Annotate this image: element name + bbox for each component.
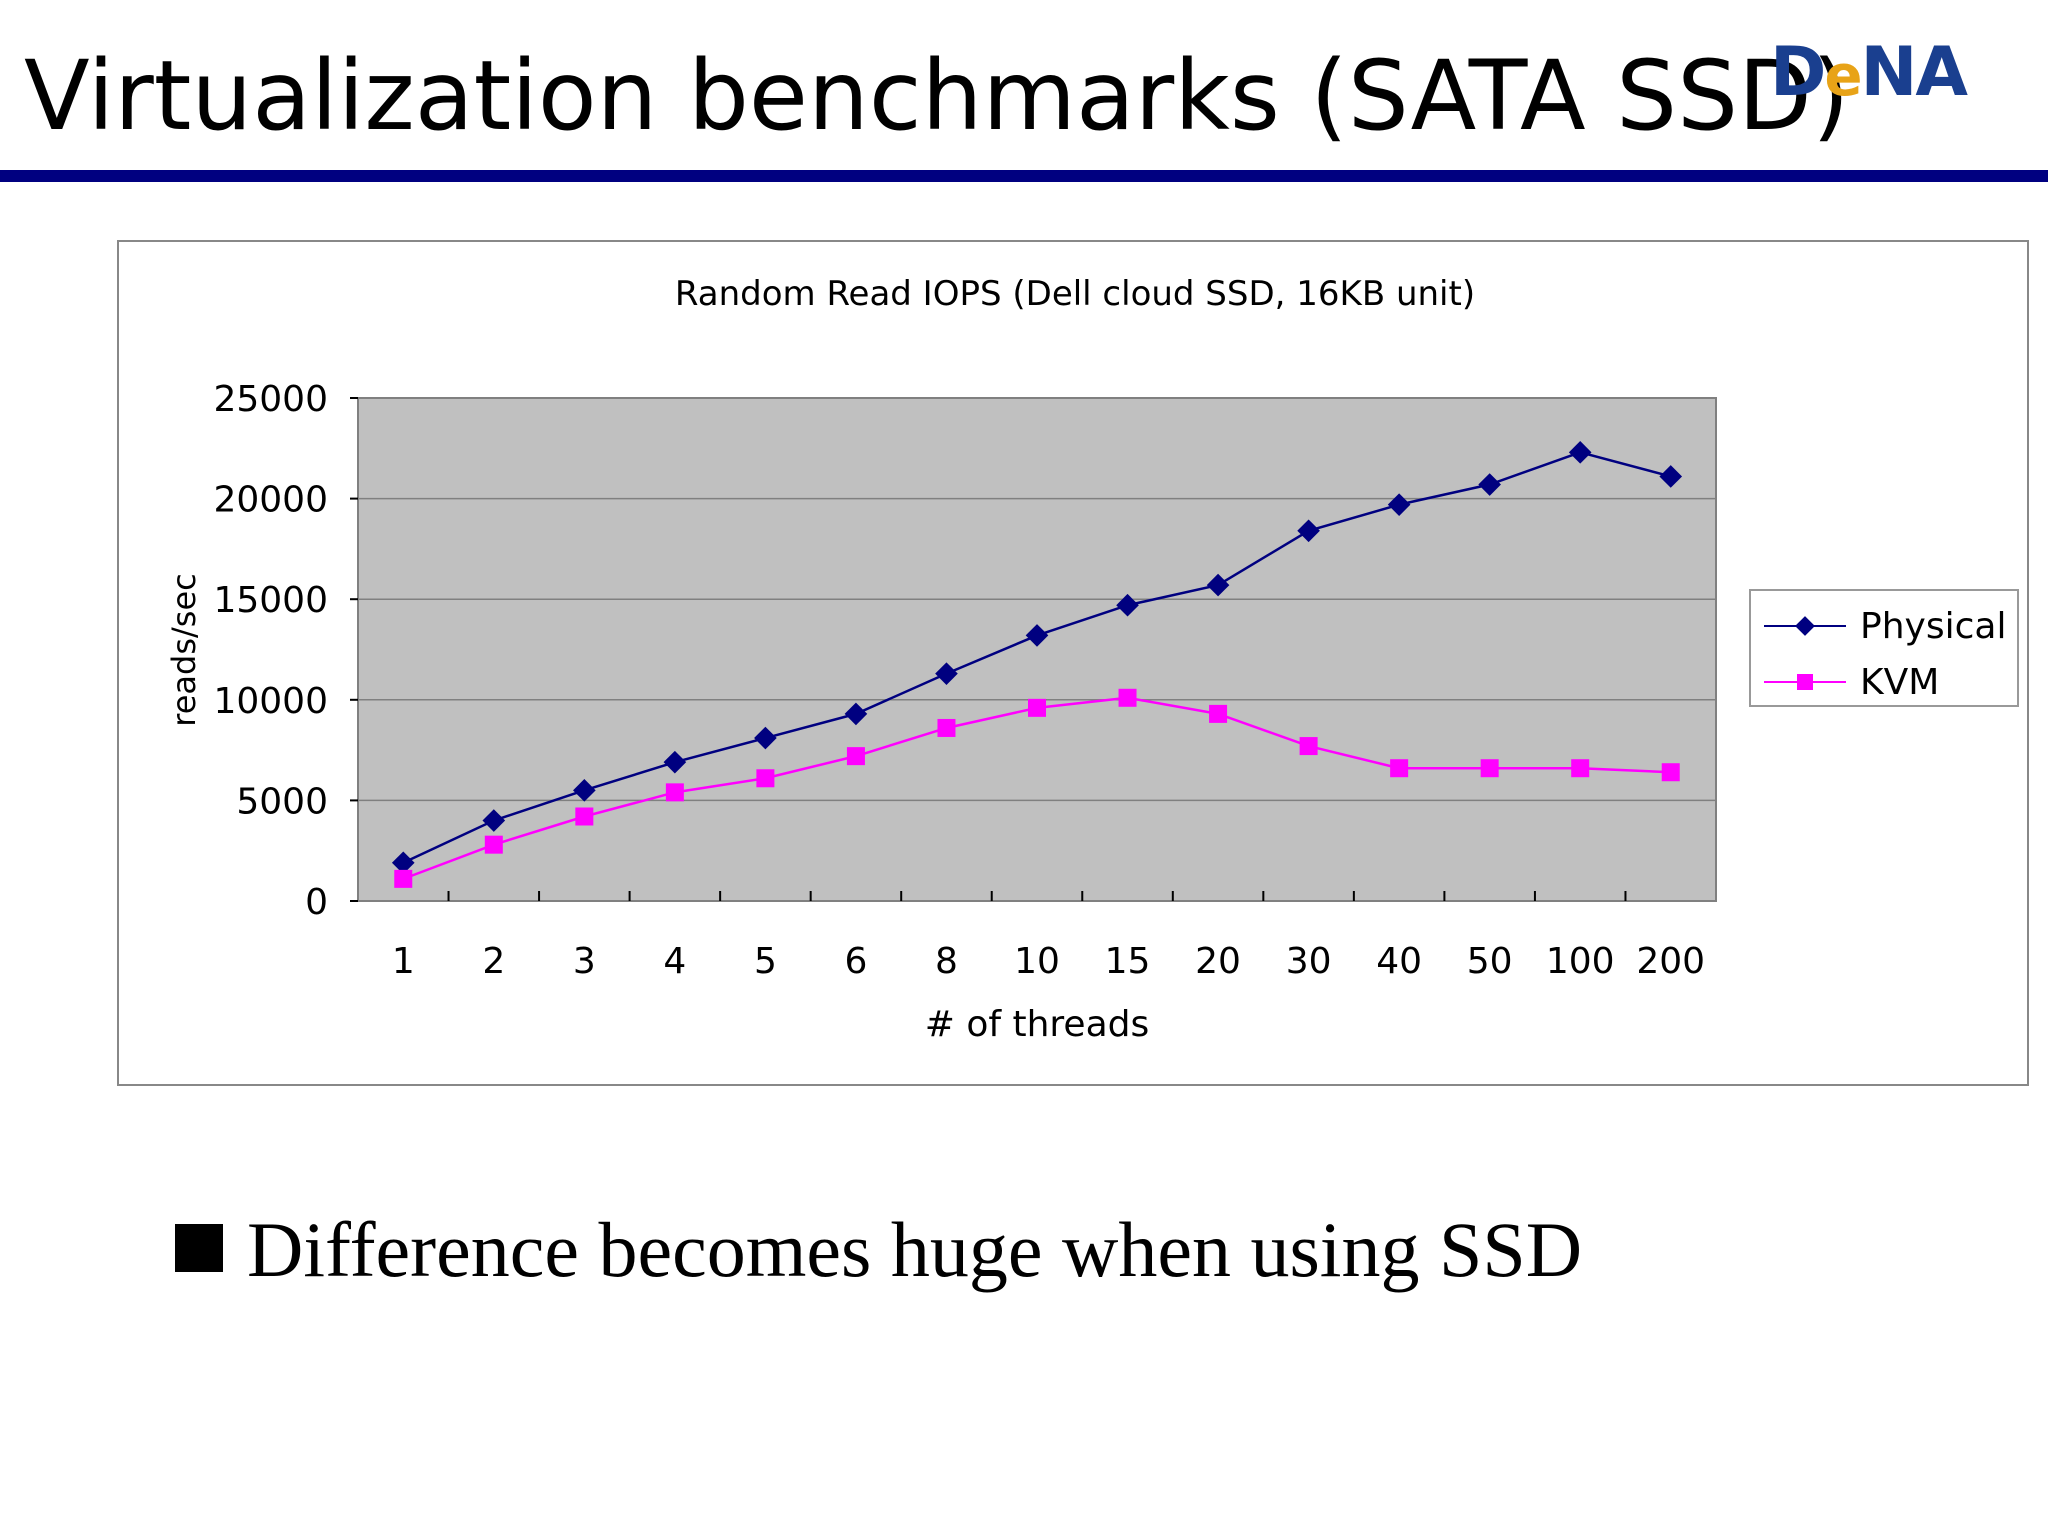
y-tick-label: 25000 bbox=[213, 379, 328, 420]
series-group bbox=[391, 441, 1683, 888]
x-tick-label: 6 bbox=[844, 941, 867, 982]
point-physical bbox=[1025, 624, 1049, 647]
point-kvm bbox=[1209, 704, 1228, 723]
point-physical bbox=[1387, 493, 1411, 516]
point-kvm bbox=[394, 869, 413, 888]
point-physical bbox=[482, 809, 506, 832]
point-physical bbox=[935, 662, 958, 685]
point-kvm bbox=[1661, 763, 1680, 782]
point-kvm bbox=[665, 783, 684, 802]
bullet-text: Difference becomes huge when using SSD bbox=[247, 1206, 1583, 1293]
point-kvm bbox=[1299, 737, 1318, 756]
x-tick-label: 1 bbox=[392, 941, 415, 982]
point-kvm bbox=[1571, 759, 1590, 778]
dena-logo: DeNA bbox=[1770, 33, 1968, 112]
x-axis-ticks: 1 2 3 4 5 6 8 10 15 20 30 40 50 100 200 bbox=[392, 891, 1705, 982]
y-tick-label: 15000 bbox=[213, 580, 328, 621]
legend: Physical KVM bbox=[1749, 589, 2019, 707]
x-axis-label: # of threads bbox=[925, 1004, 1150, 1045]
point-physical bbox=[1116, 593, 1139, 617]
point-kvm bbox=[1390, 759, 1409, 778]
point-physical bbox=[1659, 465, 1683, 488]
x-tick-label: 5 bbox=[754, 941, 777, 982]
y-tick-label: 10000 bbox=[213, 681, 328, 722]
legend-physical-label: Physical bbox=[1860, 606, 2006, 647]
slide-title: Virtualization benchmarks (SATA SSD) bbox=[24, 40, 1850, 152]
x-tick-label: 40 bbox=[1376, 941, 1422, 982]
point-kvm bbox=[1118, 688, 1137, 707]
point-kvm bbox=[756, 769, 775, 788]
plot-area bbox=[357, 397, 1717, 902]
point-physical bbox=[844, 702, 868, 726]
point-physical bbox=[754, 726, 777, 750]
x-tick-label: 4 bbox=[663, 941, 686, 982]
point-physical bbox=[1206, 573, 1230, 597]
bullet-point: Difference becomes huge when using SSD bbox=[175, 1205, 1582, 1295]
legend-box bbox=[1749, 589, 2019, 707]
point-kvm bbox=[575, 807, 594, 826]
x-tick-label: 30 bbox=[1286, 941, 1332, 982]
point-physical bbox=[1568, 441, 1592, 464]
legend-physical-marker bbox=[1795, 616, 1815, 636]
point-kvm bbox=[937, 718, 956, 737]
y-tick-label: 0 bbox=[305, 882, 328, 923]
point-kvm bbox=[1480, 759, 1499, 778]
x-tick-label: 2 bbox=[482, 941, 505, 982]
point-physical bbox=[1478, 473, 1501, 496]
x-tick-label: 20 bbox=[1195, 941, 1241, 982]
x-tick-label: 15 bbox=[1105, 941, 1151, 982]
bullet-square-icon bbox=[175, 1224, 223, 1272]
x-tick-label: 100 bbox=[1546, 941, 1615, 982]
x-tick-label: 3 bbox=[573, 941, 596, 982]
chart-title: Random Read IOPS (Dell cloud SSD, 16KB u… bbox=[675, 274, 1475, 314]
legend-kvm-marker bbox=[1797, 674, 1813, 690]
point-physical bbox=[391, 851, 415, 875]
y-tick-label: 20000 bbox=[213, 480, 328, 521]
point-kvm bbox=[846, 747, 865, 766]
point-physical bbox=[1297, 519, 1320, 543]
x-tick-label: 50 bbox=[1467, 941, 1513, 982]
y-axis-label: reads/sec bbox=[165, 573, 203, 726]
x-tick-label: 10 bbox=[1014, 941, 1060, 982]
y-tick-label: 5000 bbox=[236, 781, 328, 822]
point-physical bbox=[663, 750, 687, 774]
title-divider bbox=[0, 170, 2048, 182]
x-tick-label: 8 bbox=[935, 941, 958, 982]
point-physical bbox=[573, 779, 596, 802]
y-axis-ticks: 0 5000 10000 15000 20000 25000 bbox=[213, 379, 358, 923]
x-tick-label: 200 bbox=[1636, 941, 1705, 982]
legend-kvm-label: KVM bbox=[1860, 662, 1939, 703]
point-kvm bbox=[1028, 698, 1046, 717]
point-kvm bbox=[484, 835, 503, 854]
